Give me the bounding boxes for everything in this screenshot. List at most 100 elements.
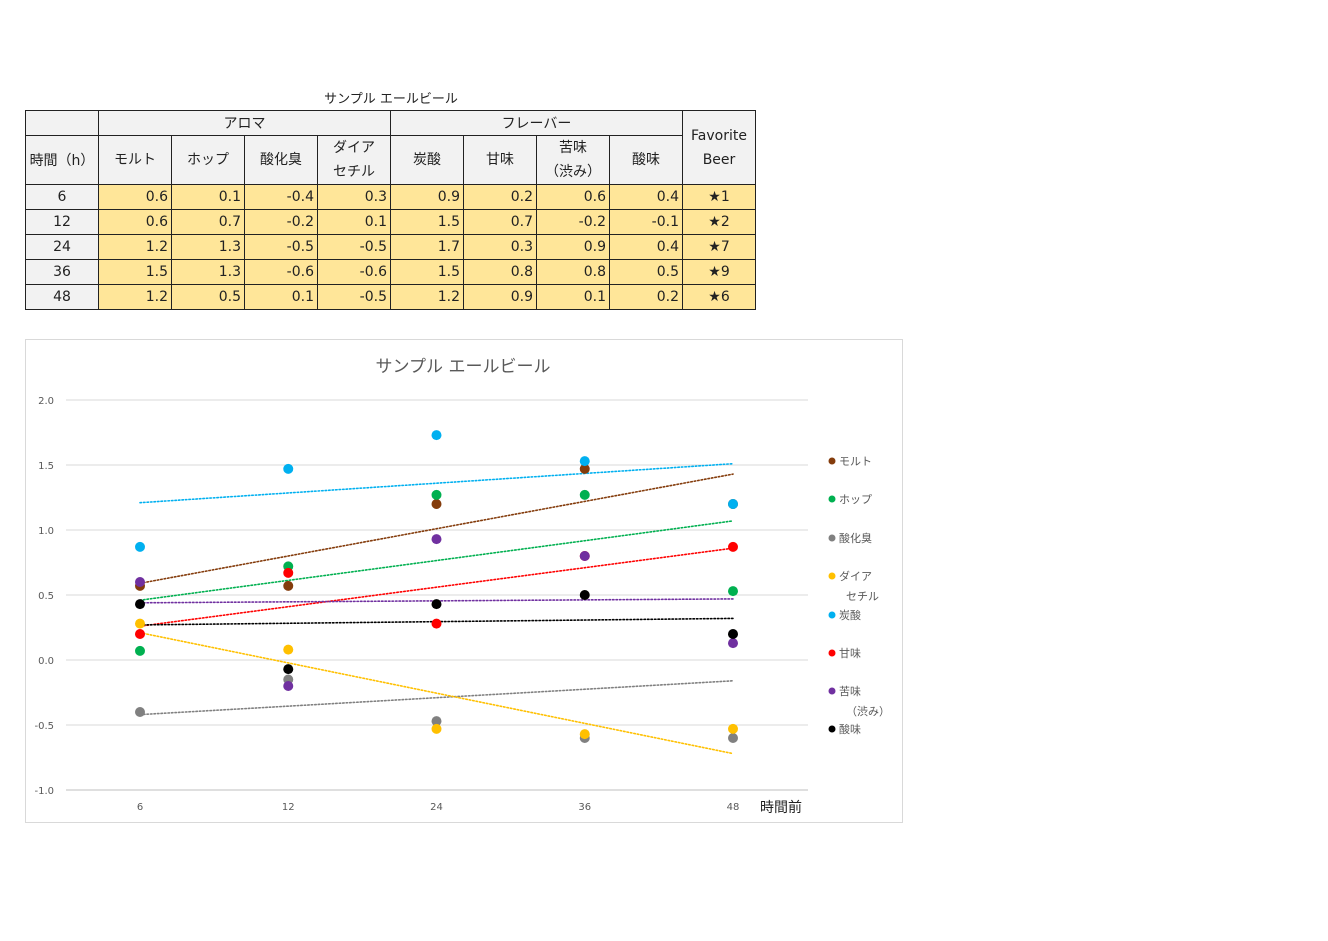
trendline — [139, 679, 734, 716]
data-point — [431, 723, 442, 734]
trendline — [139, 462, 734, 504]
value-cell: 1.7 — [390, 234, 464, 260]
data-point — [135, 599, 145, 610]
value-cell: -0.6 — [317, 259, 391, 285]
table-title: サンプル エールビール — [324, 92, 458, 107]
legend-label: 苦味 — [839, 685, 861, 698]
favorite-header-line2: Beer — [702, 151, 736, 168]
value-cell: 0.3 — [317, 184, 391, 210]
column-header: ホップ — [171, 135, 245, 185]
scatter-chart: サンプル エールビール 2.0 1.5 1.0 0.5 0.0 -0.5 -1.0 6 12 24 3… — [25, 339, 903, 823]
x-tick-label: 6 — [137, 802, 143, 813]
legend-label: セチル — [846, 590, 879, 603]
value-cell: 0.5 — [609, 259, 683, 285]
column-header: 酸味 — [609, 135, 683, 185]
data-point — [579, 551, 590, 561]
value-cell: 0.2 — [609, 284, 683, 310]
value-cell: 0.7 — [463, 209, 537, 235]
time-header: 時間（h） — [25, 135, 99, 185]
trendline — [139, 547, 734, 628]
value-cell: 0.8 — [536, 259, 610, 285]
legend-label: ホップ — [839, 493, 872, 506]
data-point — [135, 707, 145, 717]
favorite-cell: ★7 — [682, 234, 756, 260]
value-cell: 1.5 — [390, 259, 464, 285]
data-point — [135, 645, 145, 656]
favorite-cell: ★1 — [682, 184, 756, 210]
data-point — [728, 638, 738, 649]
legend-label: 酸化臭 — [839, 531, 872, 545]
legend-label: （渋み） — [846, 705, 890, 718]
value-cell: 1.2 — [98, 284, 172, 310]
value-cell: 1.3 — [171, 259, 245, 285]
data-point — [431, 499, 442, 509]
y-tick-label: -1.0 — [34, 786, 54, 797]
value-cell: -0.6 — [244, 259, 318, 285]
value-cell: -0.5 — [317, 234, 391, 260]
table-row: 24 1.2 1.3 -0.5 -0.5 1.7 0.3 0.9 0.4 ★7 — [25, 234, 756, 260]
time-cell: 6 — [25, 184, 99, 210]
corner-cell — [25, 110, 99, 136]
value-cell: 0.6 — [98, 184, 172, 210]
value-cell: 0.4 — [609, 234, 683, 260]
value-cell: 1.5 — [390, 209, 464, 235]
value-cell: -0.5 — [317, 284, 391, 310]
data-point — [283, 580, 294, 591]
column-header-line: （渋み） — [545, 164, 601, 180]
legend-label: 酸味 — [839, 722, 861, 736]
favorite-header-line1: Favorite — [691, 127, 747, 144]
column-header: 炭酸 — [390, 135, 464, 185]
column-header-line: 甘味 — [486, 152, 514, 168]
column-header-line: 苦味 — [559, 140, 587, 156]
data-point — [283, 664, 294, 675]
value-cell: -0.4 — [244, 184, 318, 210]
data-point — [728, 629, 738, 639]
trendline — [139, 520, 734, 602]
y-tick-label: 0.0 — [38, 656, 54, 667]
value-cell: 0.5 — [171, 284, 245, 310]
data-point — [579, 729, 590, 740]
trendline — [139, 473, 734, 585]
data-point — [579, 590, 590, 600]
legend-marker — [828, 649, 836, 657]
legend-marker — [828, 457, 836, 465]
legend-label: モルト — [839, 455, 872, 468]
column-header: 苦味 （渋み） — [536, 135, 610, 185]
data-point — [135, 618, 145, 629]
data-point — [135, 541, 145, 552]
value-cell: 0.9 — [463, 284, 537, 310]
column-header-line: 炭酸 — [413, 152, 441, 168]
legend-label: 炭酸 — [839, 608, 861, 622]
column-header-line: モルト — [114, 152, 156, 168]
column-header-line: ホップ — [187, 152, 229, 168]
value-cell: 0.1 — [171, 184, 245, 210]
value-cell: 1.2 — [98, 234, 172, 260]
data-point — [728, 733, 738, 743]
favorite-cell: ★9 — [682, 259, 756, 285]
table-row: 48 1.2 0.5 0.1 -0.5 1.2 0.9 0.1 0.2 ★6 — [25, 284, 756, 310]
value-cell: 0.1 — [536, 284, 610, 310]
legend-marker — [828, 611, 836, 619]
trendline — [139, 617, 734, 626]
value-cell: 0.9 — [390, 184, 464, 210]
x-tick-label: 24 — [430, 802, 443, 813]
value-cell: 1.3 — [171, 234, 245, 260]
data-point — [431, 599, 442, 610]
x-tick-label: 12 — [282, 802, 295, 813]
column-header: ダイア セチル — [317, 135, 391, 185]
data-point — [431, 534, 442, 545]
y-tick-label: 1.5 — [38, 461, 54, 472]
time-cell: 24 — [25, 234, 99, 260]
legend-marker — [828, 687, 836, 695]
value-cell: 0.8 — [463, 259, 537, 285]
column-header: モルト — [98, 135, 172, 185]
trendline — [139, 631, 734, 755]
favorite-cell: ★6 — [682, 284, 756, 310]
favorite-cell: ★2 — [682, 209, 756, 235]
aroma-group-header: アロマ — [98, 110, 391, 136]
column-header-line: 酸化臭 — [260, 152, 302, 168]
value-cell: 0.4 — [609, 184, 683, 210]
legend-marker — [828, 725, 836, 733]
table-row: 12 0.6 0.7 -0.2 0.1 1.5 0.7 -0.2 -0.1 ★2 — [25, 209, 756, 235]
time-cell: 36 — [25, 259, 99, 285]
